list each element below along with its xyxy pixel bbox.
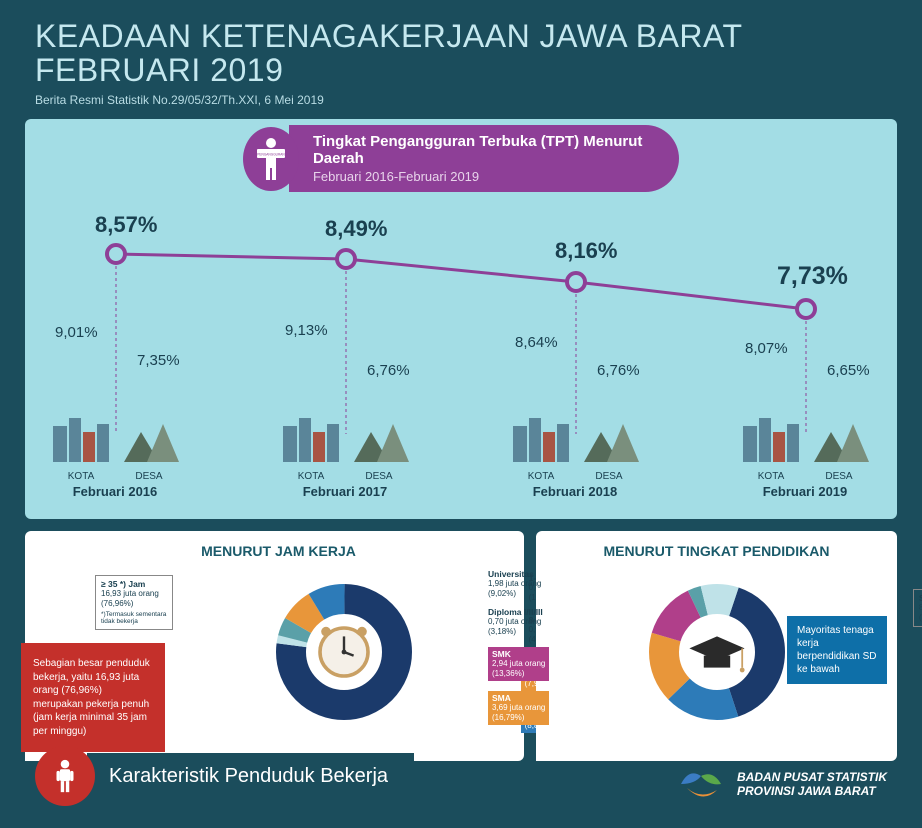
leg-smk: SMK2,94 juta orang(13,36%): [488, 647, 549, 680]
pct-2017: 8,49%: [325, 216, 387, 242]
desa-icon: DESA: [349, 414, 409, 482]
bps-logo-icon: [677, 764, 725, 804]
year-2016: KOTA DESA Februari 2016: [30, 414, 200, 499]
tpt-panel: PENGANGGURAN Tingkat Pengangguran Terbuk…: [25, 119, 897, 519]
desa-2018: 6,76%: [597, 362, 640, 379]
desa-icon: DESA: [579, 414, 639, 482]
banner-period: Februari 2016-Februari 2019: [313, 169, 649, 184]
desa-icon: DESA: [809, 414, 869, 482]
hours-sidebox: Sebagian besar penduduk bekerja, yaitu 1…: [21, 643, 165, 752]
desa-2019: 6,65%: [827, 362, 870, 379]
kota-2017: 9,13%: [285, 322, 328, 339]
svg-text:PENGANGGURAN: PENGANGGURAN: [257, 152, 285, 156]
year-2019: KOTA DESA Februari 2019: [720, 414, 890, 499]
person-sign-icon: PENGANGGURAN: [243, 127, 299, 191]
desa-2017: 6,76%: [367, 362, 410, 379]
char-banner: Karakteristik Penduduk Bekerja: [35, 746, 414, 806]
kota-icon: KOTA: [281, 414, 341, 482]
bps-text: BADAN PUSAT STATISTIK PROVINSI JAWA BARA…: [737, 770, 887, 798]
year-2018: KOTA DESA Februari 2018: [490, 414, 660, 499]
edu-card: MENURUT TINGKAT PENDIDIKAN Mayoritas ten…: [536, 531, 897, 761]
hours-title: MENURUT JAM KERJA: [45, 543, 512, 559]
tpt-banner: PENGANGGURAN Tingkat Pengangguran Terbuk…: [243, 125, 679, 192]
tpt-chart: 8,57% 8,49% 8,16% 7,73% 9,01% 7,35% 9,13…: [55, 204, 867, 499]
title-line1: KEADAAN KETENAGAKERJAAN JAWA BARAT: [35, 18, 743, 54]
person-icon: [35, 746, 95, 806]
leg-univ: Universitas1,98 juta orang(9,02%): [488, 569, 541, 598]
char-text: Karakteristik Penduduk Bekerja: [87, 753, 414, 800]
banner-text: Tingkat Pengangguran Terbuka (TPT) Menur…: [289, 125, 679, 192]
gradcap-icon: [687, 622, 747, 682]
leg-sd: SD ke Bawah8,77 juta orang(39,89%): [913, 589, 922, 626]
desa-icon: DESA: [119, 414, 179, 482]
page-root: KEADAAN KETENAGAKERJAAN JAWA BARAT FEBRU…: [0, 0, 922, 828]
header: KEADAAN KETENAGAKERJAAN JAWA BARAT FEBRU…: [0, 0, 922, 119]
edu-title: MENURUT TINGKAT PENDIDIKAN: [548, 543, 885, 559]
desa-2016: 7,35%: [137, 352, 180, 369]
pct-2019: 7,73%: [777, 262, 848, 291]
subtitle: Berita Resmi Statistik No.29/05/32/Th.XX…: [35, 93, 887, 107]
kota-2016: 9,01%: [55, 324, 98, 341]
title: KEADAAN KETENAGAKERJAAN JAWA BARAT FEBRU…: [35, 20, 887, 87]
banner-title: Tingkat Pengangguran Terbuka (TPT) Menur…: [313, 133, 649, 167]
pct-2018: 8,16%: [555, 238, 617, 264]
kota-icon: KOTA: [741, 414, 801, 482]
year-2017: KOTA DESA Februari 2017: [260, 414, 430, 499]
leg-dip: Diploma I/II/III0,70 juta orang(3,18%): [488, 607, 543, 636]
title-line2: FEBRUARI 2019: [35, 52, 283, 88]
leg-sma: SMA3,69 juta orang(16,79%): [488, 691, 549, 724]
clock-icon: [314, 622, 374, 682]
kota-icon: KOTA: [511, 414, 571, 482]
kota-2019: 8,07%: [745, 340, 788, 357]
leg-35: ≥ 35 *) Jam 16,93 juta orang (76,96%) *)…: [95, 575, 173, 630]
pct-2016: 8,57%: [95, 212, 157, 238]
bps-footer: BADAN PUSAT STATISTIK PROVINSI JAWA BARA…: [677, 764, 887, 804]
lower-section: Sebagian besar penduduk bekerja, yaitu 1…: [25, 531, 897, 761]
kota-icon: KOTA: [51, 414, 111, 482]
kota-2018: 8,64%: [515, 334, 558, 351]
